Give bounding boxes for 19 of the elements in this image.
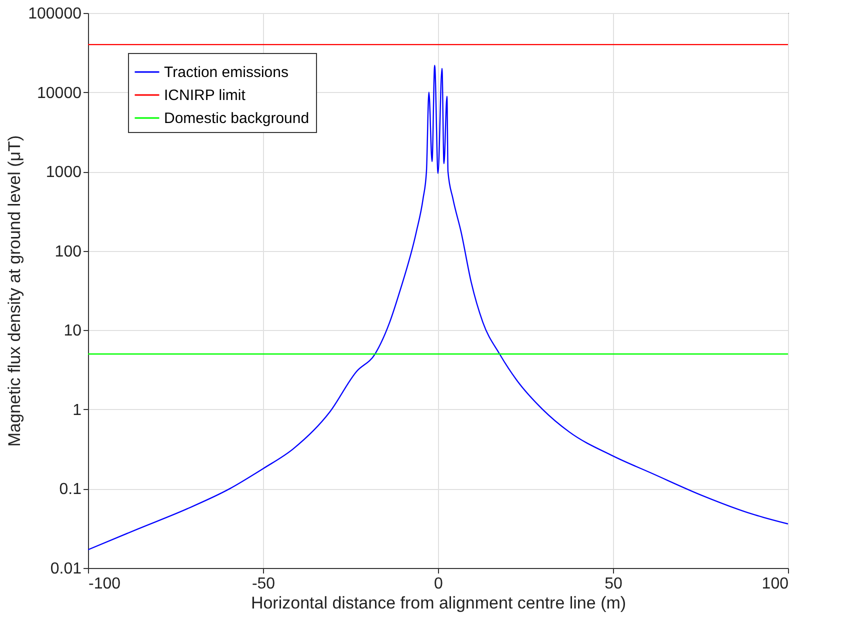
y-tick-label: 0.01 xyxy=(50,560,82,578)
x-tick-label: 100 xyxy=(762,576,789,592)
x-tick-label: -100 xyxy=(88,576,121,592)
y-axis-title: Magnetic flux density at ground level (μT) xyxy=(5,135,24,447)
y-tick-label: 10000 xyxy=(37,84,82,102)
y-tick-label: 1000 xyxy=(46,164,82,182)
x-tick-label: -50 xyxy=(252,576,276,592)
y-tick-label: 10 xyxy=(64,322,82,340)
legend-label: ICNIRP limit xyxy=(164,87,246,104)
line-series xyxy=(88,64,788,550)
y-tick-label: 1 xyxy=(72,402,82,419)
y-tick-label: 100 xyxy=(54,243,82,260)
legend-label: Traction emissions xyxy=(164,64,288,81)
y-tick-label: 100000 xyxy=(28,6,82,22)
x-tick-label: 50 xyxy=(604,576,622,592)
x-tick-label: 0 xyxy=(434,576,444,592)
legend-label: Domestic background xyxy=(164,110,310,127)
y-tick-label: 0.1 xyxy=(59,481,82,498)
x-axis-title: Horizontal distance from alignment centre line (m) xyxy=(250,594,626,612)
